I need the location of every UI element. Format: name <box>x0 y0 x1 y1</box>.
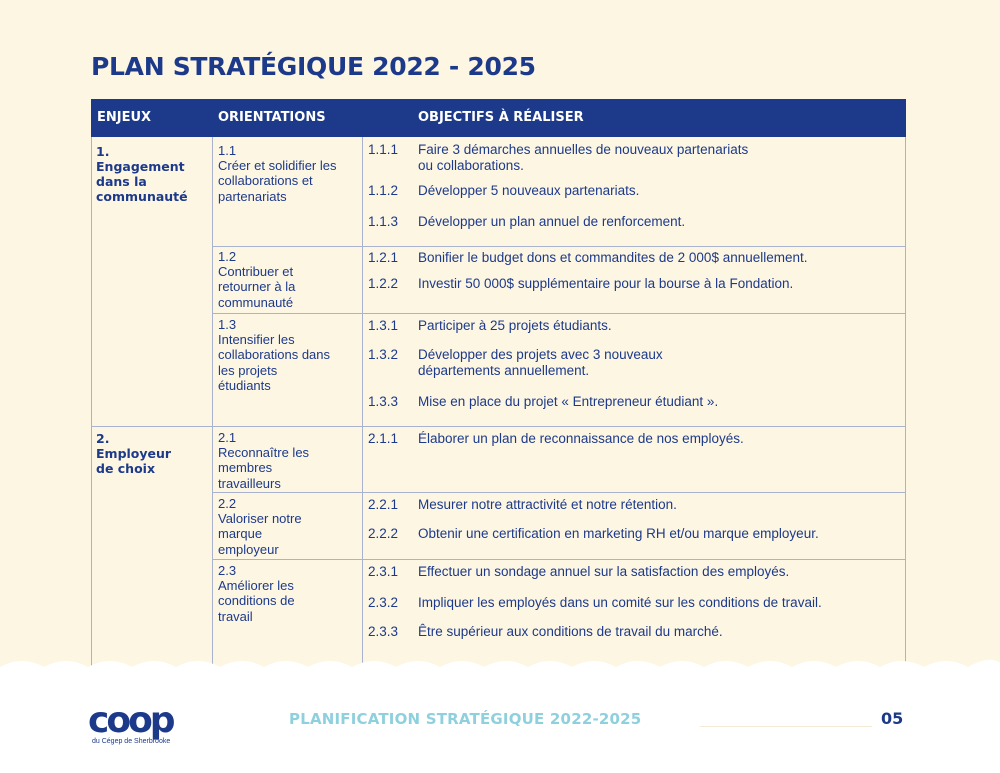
orientation-number: 2.1 <box>218 430 237 445</box>
orientation-label: Améliorer les conditions de travail <box>218 578 295 624</box>
orientation-label: Contribuer et retourner à la communauté <box>218 264 296 310</box>
page-number: 05 <box>881 709 904 728</box>
orientation-2-1: 2.1 Reconnaître les membres travailleurs <box>218 430 353 491</box>
enjeu-1: 1. Engagement dans la communauté <box>96 144 206 204</box>
objective-text: Impliquer les employés dans un comité su… <box>418 595 822 610</box>
enjeu-number: 1. <box>96 144 110 159</box>
objective-number: 2.2.1 <box>368 497 399 512</box>
row-divider <box>212 559 906 560</box>
orientation-2-2: 2.2 Valoriser notre marque employeur <box>218 496 353 557</box>
objective-text: Développer des projets avec 3 nouveaux d… <box>418 347 663 378</box>
objective-text: Élaborer un plan de reconnaissance de no… <box>418 431 744 446</box>
objective-text: Participer à 25 projets étudiants. <box>418 318 612 333</box>
objective-text: Mise en place du projet « Entrepreneur é… <box>418 394 719 409</box>
orientation-label: Reconnaître les membres travailleurs <box>218 445 310 491</box>
objective-number: 2.1.1 <box>368 431 399 446</box>
orientation-number: 1.1 <box>218 143 237 158</box>
objective-text: Développer 5 nouveaux partenariats. <box>418 183 640 198</box>
row-divider <box>212 492 906 493</box>
objective-number: 2.3.1 <box>368 564 399 579</box>
row-divider <box>91 426 906 427</box>
orientation-number: 2.2 <box>218 496 237 511</box>
table-header-row: ENJEUX ORIENTATIONS OBJECTIFS À RÉALISER <box>91 99 906 137</box>
objective-text: Mesurer notre attractivité et notre réte… <box>418 497 677 512</box>
column-divider <box>362 137 363 673</box>
footer-band <box>0 672 1000 773</box>
orientation-label: Créer et solidifier les collaborations e… <box>218 158 337 204</box>
enjeu-2: 2. Employeur de choix <box>96 431 206 476</box>
enjeu-label: Employeur de choix <box>96 446 172 476</box>
orientation-number: 1.2 <box>218 249 237 264</box>
coop-logo: coop <box>88 700 178 741</box>
header-orientations: ORIENTATIONS <box>218 110 326 125</box>
objective-text: Faire 3 démarches annuelles de nouveaux … <box>418 142 749 173</box>
objective-number: 1.2.1 <box>368 250 399 265</box>
orientation-label: Intensifier les collaborations dans les … <box>218 332 331 393</box>
orientation-1-3: 1.3 Intensifier les collaborations dans … <box>218 317 353 393</box>
objective-text: Être supérieur aux conditions de travail… <box>418 624 723 639</box>
orientation-number: 2.3 <box>218 563 237 578</box>
table-border-right <box>905 137 906 673</box>
objective-text: Obtenir une certification en marketing R… <box>418 526 819 541</box>
column-divider <box>212 137 213 673</box>
objective-number: 2.3.2 <box>368 595 399 610</box>
header-enjeux: ENJEUX <box>97 110 152 125</box>
objective-number: 1.1.3 <box>368 214 399 229</box>
objective-number: 2.2.2 <box>368 526 399 541</box>
orientation-number: 1.3 <box>218 317 237 332</box>
row-divider <box>212 246 906 247</box>
objective-text: Développer un plan annuel de renforcemen… <box>418 214 686 229</box>
objective-text: Investir 50 000$ supplémentaire pour la … <box>418 276 794 291</box>
objective-number: 1.3.3 <box>368 394 399 409</box>
footer-title: PLANIFICATION STRATÉGIQUE 2022-2025 <box>289 710 642 728</box>
orientation-1-1: 1.1 Créer et solidifier les collaboratio… <box>218 143 353 204</box>
table-border-left <box>91 137 92 673</box>
objective-text: Bonifier le budget dons et commandites d… <box>418 250 808 265</box>
page-title: PLAN STRATÉGIQUE 2022 - 2025 <box>91 52 536 81</box>
row-divider <box>212 313 906 314</box>
enjeu-label: Engagement dans la communauté <box>96 159 188 204</box>
enjeu-number: 2. <box>96 431 110 446</box>
orientation-2-3: 2.3 Améliorer les conditions de travail <box>218 563 353 624</box>
strategic-plan-table: ENJEUX ORIENTATIONS OBJECTIFS À RÉALISER… <box>91 99 906 673</box>
objective-number: 1.3.2 <box>368 347 399 362</box>
orientation-label: Valoriser notre marque employeur <box>218 511 302 557</box>
objective-number: 1.2.2 <box>368 276 399 291</box>
footer-divider <box>700 726 872 727</box>
objective-text: Effectuer un sondage annuel sur la satis… <box>418 564 790 579</box>
scalloped-edge <box>0 659 1000 675</box>
objective-number: 1.1.2 <box>368 183 399 198</box>
objective-number: 1.3.1 <box>368 318 399 333</box>
svg-text:coop: coop <box>88 700 175 741</box>
header-objectifs: OBJECTIFS À RÉALISER <box>418 110 584 125</box>
objective-number: 1.1.1 <box>368 142 399 157</box>
orientation-1-2: 1.2 Contribuer et retourner à la communa… <box>218 249 353 310</box>
objective-number: 2.3.3 <box>368 624 399 639</box>
logo-subtext: du Cégep de Sherbrooke <box>92 738 171 745</box>
